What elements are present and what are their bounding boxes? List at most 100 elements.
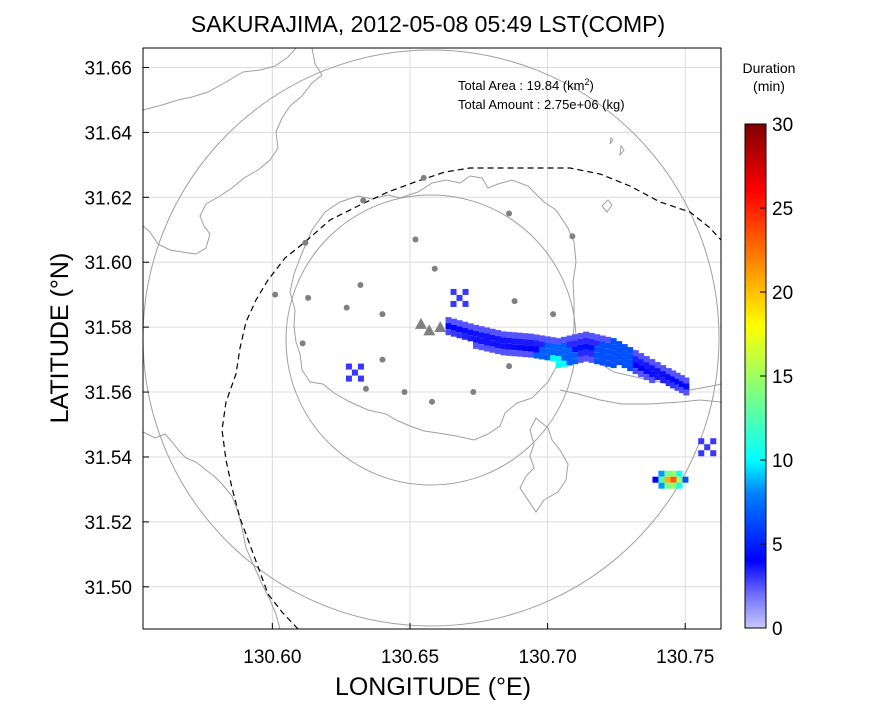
duration-cell xyxy=(495,342,502,349)
duration-cell xyxy=(572,334,579,341)
duration-cell xyxy=(588,350,595,357)
duration-cell xyxy=(484,339,491,346)
total-area-close: ) xyxy=(589,78,593,93)
duration-cell xyxy=(621,362,628,369)
duration-cell xyxy=(517,338,524,345)
duration-cell xyxy=(561,360,568,367)
duration-cell xyxy=(577,344,584,351)
duration-cell xyxy=(627,347,634,354)
duration-cell xyxy=(572,352,579,359)
duration-cell xyxy=(664,482,671,489)
duration-cell xyxy=(528,351,535,358)
colorbar-title-line1: Duration xyxy=(743,60,796,76)
duration-cell xyxy=(610,344,617,351)
duration-cell xyxy=(605,354,612,361)
duration-cell xyxy=(577,356,584,363)
duration-cell xyxy=(506,343,513,350)
duration-cell xyxy=(674,378,681,385)
duration-cell xyxy=(638,353,645,360)
station-dot xyxy=(299,340,306,347)
duration-cell xyxy=(566,359,573,366)
colorbar-tick-label: 15 xyxy=(772,367,793,388)
duration-cell xyxy=(594,358,601,365)
x-tick-label: 130.65 xyxy=(381,647,439,668)
duration-cell xyxy=(473,336,480,343)
duration-cell xyxy=(539,353,546,360)
duration-cell xyxy=(627,365,634,372)
duration-cell xyxy=(456,320,463,327)
station-dot xyxy=(420,174,427,181)
duration-cell xyxy=(566,353,573,360)
duration-cell xyxy=(710,438,717,445)
duration-cell xyxy=(658,476,665,483)
duration-cell xyxy=(528,333,535,340)
duration-cell xyxy=(450,300,457,307)
duration-cell xyxy=(517,344,524,351)
duration-cell xyxy=(649,371,656,378)
duration-cell xyxy=(616,347,623,354)
duration-cell xyxy=(572,358,579,365)
duration-cell xyxy=(610,356,617,363)
colorbar-tick-label: 10 xyxy=(772,451,793,472)
station-dot xyxy=(362,385,369,392)
duration-cell xyxy=(456,294,463,301)
duration-cell xyxy=(462,300,469,307)
duration-cell xyxy=(462,321,469,328)
duration-cell xyxy=(555,338,562,345)
duration-cell xyxy=(676,470,683,477)
duration-cell xyxy=(674,372,681,379)
x-tick-label: 130.60 xyxy=(243,647,301,668)
coastline-segment xyxy=(142,431,281,630)
duration-cell xyxy=(676,482,683,489)
duration-cell xyxy=(616,359,623,366)
y-tick-label: 31.50 xyxy=(84,578,132,599)
duration-cell xyxy=(539,341,546,348)
total-amount-text: Total Amount : 2.75e+06 (kg) xyxy=(458,97,625,112)
duration-cell xyxy=(599,359,606,366)
duration-cell xyxy=(605,348,612,355)
duration-cell xyxy=(652,476,659,483)
colorbar-tick-label: 5 xyxy=(772,535,783,556)
duration-cell xyxy=(658,470,665,477)
station-dot xyxy=(379,356,386,363)
duration-cell xyxy=(511,350,518,357)
duration-cell xyxy=(478,338,485,345)
duration-cell xyxy=(658,482,665,489)
duration-cell xyxy=(500,337,507,344)
duration-cell xyxy=(495,336,502,343)
duration-cell xyxy=(345,375,352,382)
y-tick-label: 31.52 xyxy=(84,513,132,534)
duration-cell xyxy=(528,339,535,346)
duration-cell xyxy=(539,335,546,342)
duration-cell xyxy=(345,363,352,370)
duration-cell xyxy=(451,324,458,331)
station-dot xyxy=(357,281,364,288)
duration-cell xyxy=(594,352,601,359)
duration-cell xyxy=(610,362,617,369)
duration-cell xyxy=(451,330,458,337)
duration-cell xyxy=(599,347,606,354)
colorbar-title-line2: (min) xyxy=(753,78,785,94)
duration-cell xyxy=(643,374,650,381)
duration-cell xyxy=(522,339,529,346)
duration-cell xyxy=(599,353,606,360)
duration-cell xyxy=(511,338,518,345)
duration-cell xyxy=(489,346,496,353)
duration-cell xyxy=(566,335,573,342)
duration-cell xyxy=(670,482,677,489)
duration-cell xyxy=(670,376,677,383)
duration-cell xyxy=(577,350,584,357)
duration-cell xyxy=(621,356,628,363)
duration-cell xyxy=(588,332,595,339)
total-area-label: Total Area : 19.84 (km xyxy=(458,78,584,93)
x-tick-label: 130.75 xyxy=(656,647,714,668)
station-dot xyxy=(431,265,438,272)
vent-triangle-icon xyxy=(434,321,447,333)
duration-cell xyxy=(478,344,485,351)
duration-cell xyxy=(478,332,485,339)
duration-cell xyxy=(660,377,667,384)
station-dot xyxy=(412,236,419,243)
duration-cell xyxy=(550,343,557,350)
plot-area xyxy=(143,48,721,629)
